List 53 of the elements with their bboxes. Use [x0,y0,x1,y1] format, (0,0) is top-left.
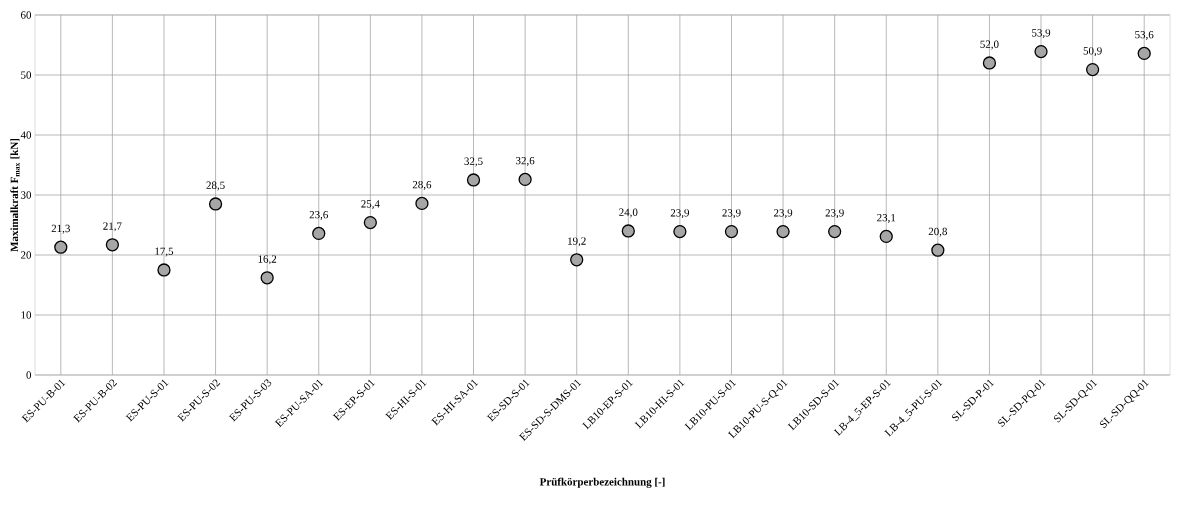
point [570,253,584,267]
point [260,271,274,285]
point [312,226,326,241]
point [1137,46,1151,61]
y-tick-label: 60 [20,11,32,19]
y-tick-label: 30 [21,191,32,199]
data-label: 21,7 [103,222,122,232]
data-label: 21,3 [51,224,70,234]
data-label: 16,2 [258,255,277,265]
point [673,224,687,239]
data-label: 23,1 [877,213,896,223]
point [363,215,377,230]
y-tick-label: 50 [21,71,32,79]
point [621,224,635,238]
point [105,238,120,252]
point [54,240,68,254]
data-label: 25,4 [361,200,380,210]
point [208,197,223,211]
point [466,173,481,187]
data-label: 24,0 [619,208,638,218]
data-label: 23,9 [773,209,793,219]
data-label: 23,9 [825,209,844,219]
data-label: 20,8 [928,227,948,237]
point [1085,62,1100,77]
y-tick-label: 40 [20,131,32,139]
data-label: 32,5 [464,157,483,167]
data-label: 53,6 [1135,30,1154,40]
point [879,229,893,244]
data-label: 23,6 [309,210,329,220]
y-tick-label: 0 [26,371,32,379]
point [828,224,842,239]
data-label: 32,6 [516,156,535,166]
data-label: 23,9 [670,209,690,219]
y-tick-label: 10 [21,311,32,319]
data-label: 28,6 [412,180,432,190]
point [157,263,171,277]
point [1034,44,1048,59]
point [776,224,790,239]
point [724,224,739,239]
y-tick-label: 20 [21,251,32,259]
data-label: 50,9 [1083,47,1102,57]
data-label: 17,5 [155,247,174,257]
data-label: 23,9 [722,209,741,219]
text: Maximalkraft F$_{max}$ [kN] [10,138,20,252]
point [982,56,997,70]
point [518,172,532,187]
data-label: 52,0 [980,40,999,50]
point [931,243,945,257]
point [415,196,429,211]
data-label: 53,9 [1032,29,1051,39]
data-label: 28,5 [206,181,225,191]
x-axis-title: Prüfkörperbezeichnung [-] [539,477,665,488]
data-label: 19,2 [568,237,586,247]
